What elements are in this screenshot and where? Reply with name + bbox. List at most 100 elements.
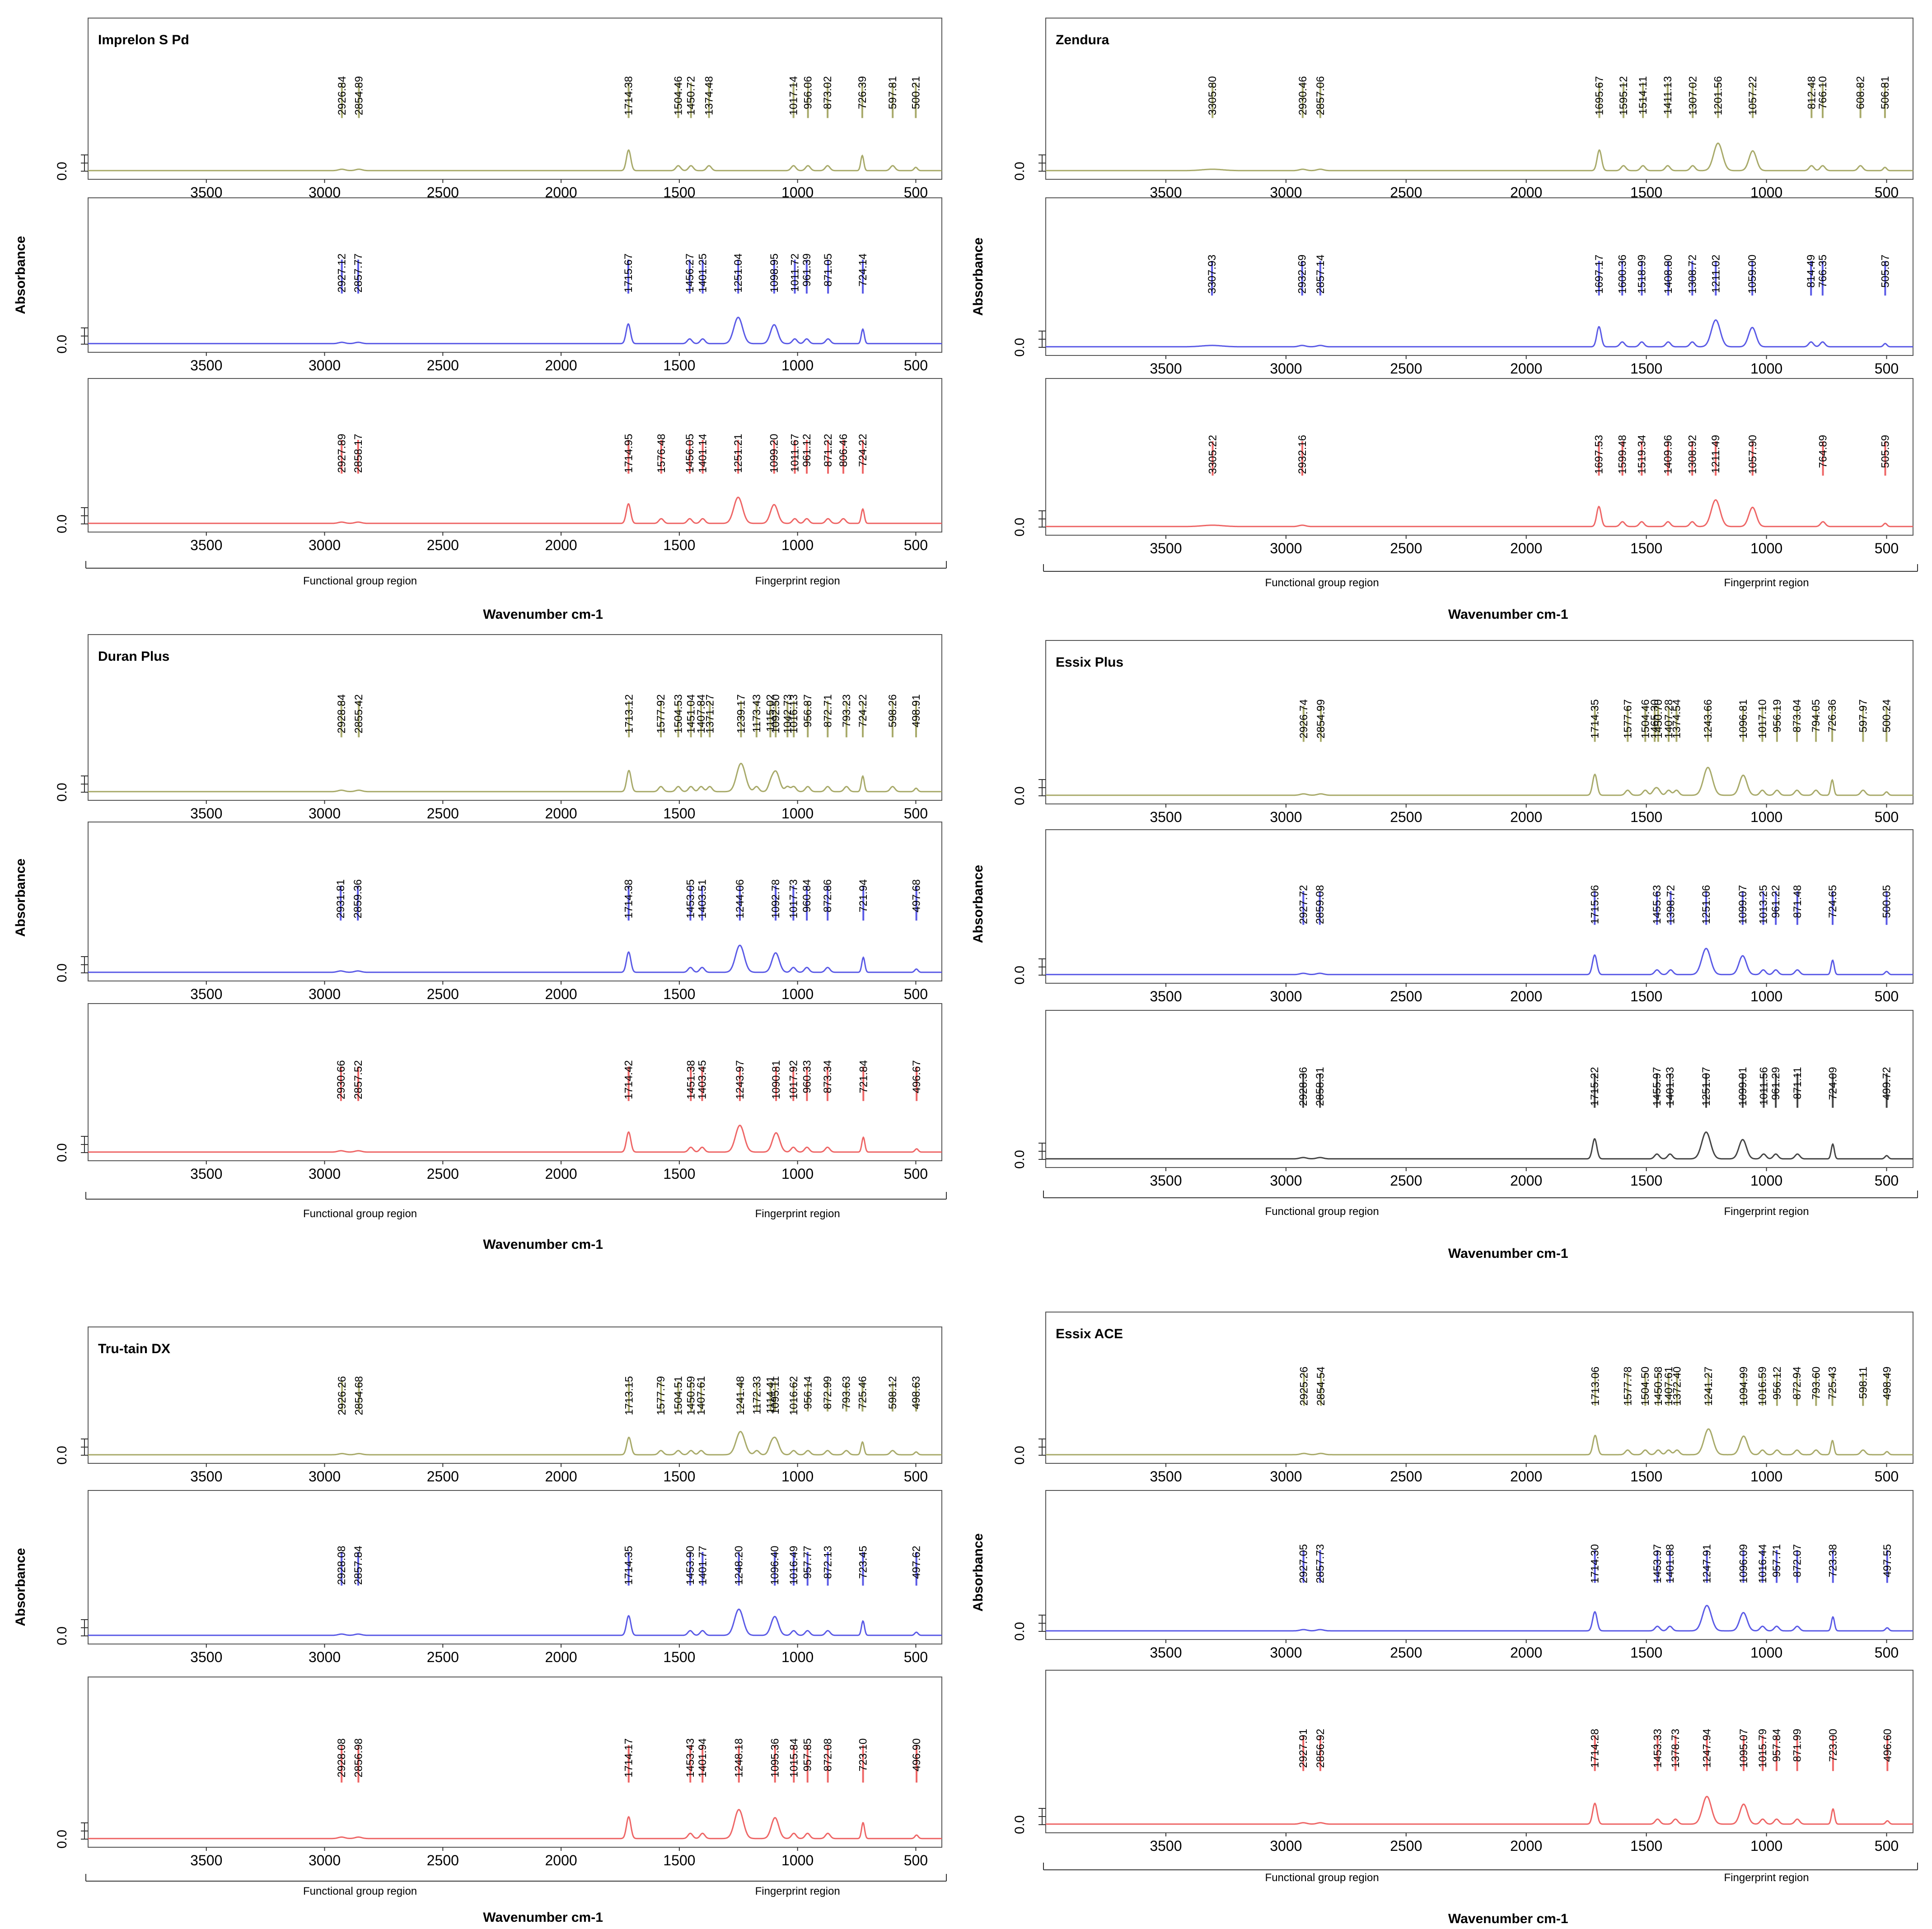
peak-label: 1251.04 bbox=[732, 253, 744, 293]
peak-label: 3305.22 bbox=[1207, 435, 1219, 474]
x-tick-label: 1000 bbox=[1750, 809, 1782, 825]
x-tick-label: 1500 bbox=[1630, 1468, 1662, 1485]
peak-label: 1403.45 bbox=[696, 1060, 708, 1099]
x-tick-label: 2500 bbox=[427, 1852, 459, 1868]
peak-label: 1714.38 bbox=[623, 76, 635, 116]
peak-label: 1451.04 bbox=[685, 694, 697, 733]
peak-label: 793.63 bbox=[841, 1376, 853, 1409]
plot-frame bbox=[1045, 1312, 1913, 1464]
spectrum-panel-1: Zendura Absorbance 0.0 3305.80 2930.46 2857.0… bbox=[971, 18, 1918, 622]
sample-title: Imprelon S Pd bbox=[98, 33, 189, 47]
x-tick-label: 500 bbox=[904, 357, 928, 374]
peak-label: 505.59 bbox=[1880, 435, 1892, 468]
peak-label: 2927.05 bbox=[1298, 1544, 1310, 1583]
peak-label: 1096.81 bbox=[1737, 699, 1750, 738]
peak-label: 2932.16 bbox=[1296, 435, 1309, 474]
x-tick-label: 1000 bbox=[1750, 1468, 1782, 1485]
peak-label: 724.65 bbox=[1827, 885, 1839, 918]
peak-label: 1247.91 bbox=[1701, 1544, 1713, 1583]
x-axis-label: Wavenumber cm-1 bbox=[1448, 1246, 1568, 1261]
peak-label: 1714.17 bbox=[623, 1738, 635, 1778]
peak-label: 1017.73 bbox=[787, 879, 800, 919]
peak-label: 1407.61 bbox=[695, 1376, 707, 1415]
peak-label: 956.06 bbox=[802, 76, 814, 109]
peak-label: 1595.12 bbox=[1618, 76, 1630, 116]
peak-label: 960.84 bbox=[801, 879, 813, 912]
peak-label: 598.11 bbox=[1857, 1367, 1869, 1399]
peak-label: 1519.34 bbox=[1636, 435, 1648, 474]
peak-label: 957.71 bbox=[1771, 1544, 1783, 1577]
peak-label: 1697.53 bbox=[1593, 435, 1605, 474]
peak-label: 871.11 bbox=[1792, 1067, 1804, 1099]
peak-label: 598.26 bbox=[887, 694, 899, 727]
peak-label: 1715.06 bbox=[1589, 885, 1601, 924]
plot-frame bbox=[1045, 640, 1913, 804]
x-tick-label: 3000 bbox=[1270, 1644, 1302, 1661]
peak-label: 1450.58 bbox=[1652, 1367, 1665, 1406]
x-tick-label: 3500 bbox=[1150, 540, 1182, 556]
x-tick-label: 500 bbox=[1875, 988, 1899, 1004]
peak-label: 2926.26 bbox=[336, 1376, 348, 1415]
peak-label: 497.68 bbox=[911, 879, 923, 912]
x-tick-label: 2500 bbox=[1390, 1468, 1422, 1485]
peak-label: 1408.80 bbox=[1662, 255, 1675, 294]
peak-label: 2857.84 bbox=[352, 1546, 365, 1585]
peak-label: 1011.56 bbox=[1758, 1067, 1770, 1105]
peak-label: 2930.46 bbox=[1297, 76, 1309, 116]
x-tick-label: 1500 bbox=[663, 986, 695, 1002]
x-tick-label: 2000 bbox=[545, 1468, 577, 1485]
peak-label: 500.21 bbox=[910, 76, 922, 109]
peak-label: 1374.54 bbox=[1670, 699, 1683, 738]
peak-label: 1456.27 bbox=[684, 253, 696, 293]
x-tick-label: 3000 bbox=[1270, 360, 1302, 377]
subplot-blue: 0.0 2928.08 2857.84 1714.35 1453.90 1401.77 12… bbox=[55, 1490, 942, 1665]
peak-label: 2932.69 bbox=[1296, 255, 1309, 294]
spectrum-line bbox=[1046, 142, 1913, 172]
peak-label: 956.12 bbox=[1771, 1367, 1783, 1400]
x-tick-label: 1000 bbox=[1750, 1838, 1782, 1854]
peak-label: 2928.84 bbox=[336, 694, 348, 733]
spectrum-line bbox=[88, 1125, 942, 1153]
peak-label: 1308.72 bbox=[1686, 255, 1698, 294]
x-tick-label: 3000 bbox=[309, 1852, 341, 1868]
peak-label: 1095.07 bbox=[1738, 1729, 1750, 1768]
peak-label: 1374.48 bbox=[703, 76, 716, 116]
peak-label: 1099.07 bbox=[1737, 885, 1749, 924]
peak-label: 1401.25 bbox=[697, 253, 709, 293]
peak-label: 812.48 bbox=[1806, 76, 1818, 109]
x-tick-label: 1500 bbox=[1630, 360, 1662, 377]
peak-label: 872.07 bbox=[1792, 1544, 1804, 1577]
y-tick-label: 0.0 bbox=[1012, 518, 1027, 537]
x-tick-label: 1000 bbox=[781, 1166, 814, 1182]
spectrum-panel-3: Essix Plus Absorbance 0.0 2926.74 2854.99 171… bbox=[971, 640, 1918, 1261]
fingerprint-region-label: Fingerprint region bbox=[1724, 577, 1809, 589]
peak-label: 1401.94 bbox=[697, 1738, 709, 1778]
y-tick-label: 0.0 bbox=[55, 335, 70, 354]
spectrum-panel-0: Imprelon S Pd Absorbance 0.0 2926.84 2854.89… bbox=[13, 18, 947, 622]
peak-label: 1378.73 bbox=[1670, 1729, 1682, 1768]
peak-label: 1090.81 bbox=[770, 1060, 782, 1099]
spectrum-line bbox=[1046, 1796, 1913, 1825]
x-tick-label: 3500 bbox=[1150, 1644, 1182, 1661]
peak-label: 2926.84 bbox=[336, 76, 348, 116]
peak-label: 1714.30 bbox=[1589, 1544, 1601, 1583]
peak-label: 1714.38 bbox=[623, 879, 635, 919]
x-tick-label: 1500 bbox=[663, 537, 695, 553]
peak-label: 1372.40 bbox=[1671, 1367, 1684, 1406]
x-tick-label: 1500 bbox=[663, 805, 695, 822]
peak-label: 1094.99 bbox=[1738, 1367, 1750, 1406]
peak-label: 1600.36 bbox=[1616, 255, 1628, 294]
peak-label: 723.00 bbox=[1827, 1729, 1839, 1762]
y-tick-label: 0.0 bbox=[1012, 1446, 1027, 1465]
sample-title: Tru-tain DX bbox=[98, 1341, 170, 1356]
x-tick-label: 500 bbox=[904, 537, 928, 553]
peak-label: 1697.17 bbox=[1593, 255, 1605, 294]
peak-label: 2856.98 bbox=[352, 1738, 365, 1778]
x-tick-label: 3000 bbox=[309, 1649, 341, 1665]
peak-label: 793.23 bbox=[841, 694, 853, 727]
peak-label: 2857.52 bbox=[352, 1060, 365, 1099]
peak-label: 956.87 bbox=[802, 694, 814, 727]
